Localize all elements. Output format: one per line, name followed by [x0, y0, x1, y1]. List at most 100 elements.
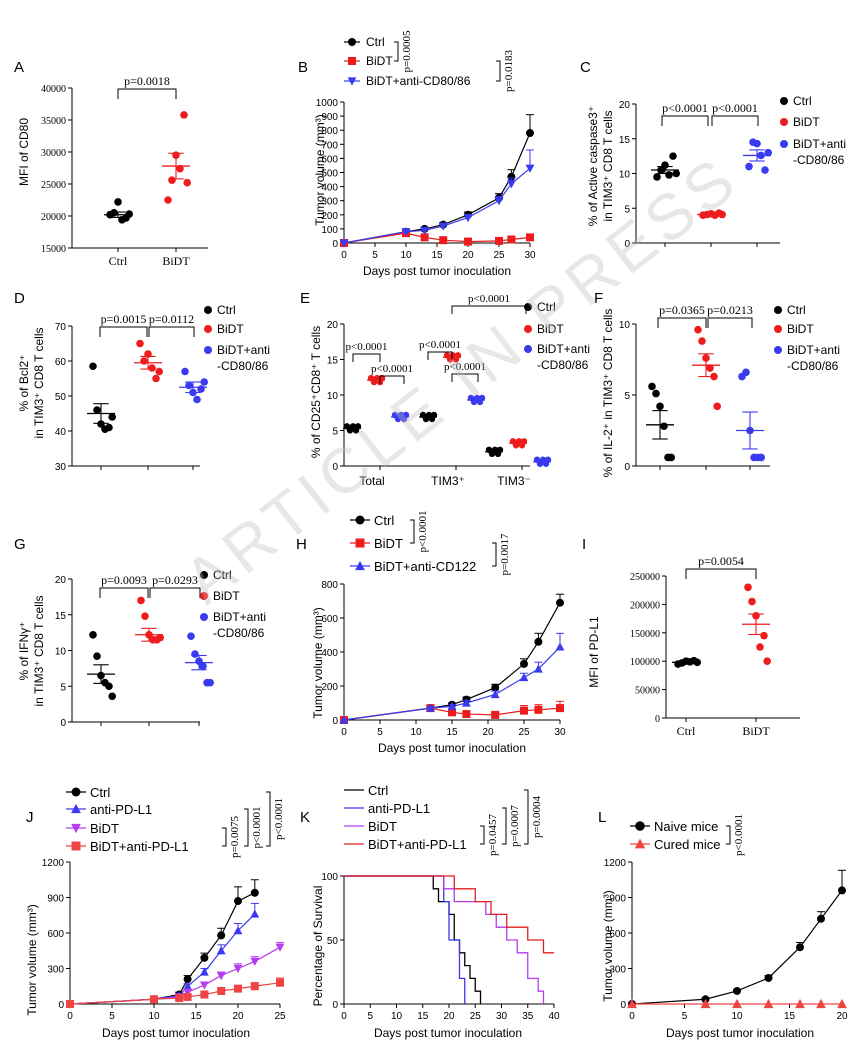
data-point: [420, 233, 429, 242]
significance-bracket: [266, 791, 271, 847]
data-point: [556, 704, 564, 713]
y-tick-label: 900: [321, 112, 338, 123]
legend-label: -CD80/86: [537, 358, 589, 372]
significance-bracket: [524, 789, 529, 845]
legend-label: BiDT+anti-PD-L1: [90, 839, 189, 854]
p-value-label: p=0.0365: [659, 303, 705, 317]
data-point: [137, 596, 145, 605]
y-axis-label: % of IL-2⁺ in TIM3⁺ CD8 T cells: [601, 309, 615, 478]
legend-marker: [348, 57, 356, 65]
significance-bracket: [394, 41, 399, 62]
data-point: [148, 364, 156, 372]
data-point: [491, 683, 500, 692]
significance-bracket: [726, 825, 731, 845]
legend-label: anti-PD-L1: [368, 801, 430, 816]
p-value-label: p=0.0293: [152, 573, 198, 587]
y-tick-label: 250000: [630, 572, 660, 583]
legend-label: BiDT: [217, 322, 244, 336]
y-tick-label: 10: [55, 647, 67, 658]
data-point: [700, 998, 711, 1009]
data-point: [250, 909, 260, 918]
legend-label: Ctrl: [793, 94, 812, 108]
x-tick-label: 5: [682, 1011, 688, 1022]
data-point: [155, 367, 163, 376]
survival-curve: [344, 875, 466, 1004]
data-point: [89, 630, 97, 639]
data-point: [187, 632, 195, 640]
data-point: [206, 678, 214, 687]
x-category-label: TIM3⁻: [497, 474, 531, 488]
data-point: [520, 659, 528, 668]
significance-bracket: [451, 373, 479, 382]
y-tick-label: 100: [321, 872, 338, 883]
y-tick-label: 0: [620, 1000, 626, 1011]
data-point: [462, 710, 471, 719]
data-point: [648, 382, 656, 391]
legend-label: -CD80/86: [793, 153, 845, 167]
series-line: [343, 167, 531, 244]
data-point: [534, 664, 543, 673]
data-point: [519, 672, 529, 682]
significance-bracket: [502, 807, 507, 845]
data-point: [233, 926, 243, 935]
y-axis-label: Tumor volume (mm³): [25, 904, 39, 1016]
y-tick-label: 0: [624, 239, 630, 250]
legend-label: Ctrl: [217, 303, 236, 317]
x-tick-label: 10: [731, 1011, 743, 1022]
legend-label: Ctrl: [90, 785, 110, 800]
p-value-label: p<0.0001: [346, 341, 388, 353]
p-value-label: p<0.0001: [419, 339, 461, 351]
significance-bracket: [148, 326, 195, 337]
y-axis-label: % of CD25⁺CD8⁺ T cells: [309, 326, 323, 458]
y-tick-label: 20: [55, 575, 67, 586]
y-tick-label: 40000: [41, 84, 66, 95]
data-point: [275, 943, 285, 952]
legend-marker: [204, 325, 212, 333]
data-point: [555, 642, 565, 651]
x-tick-label: 5: [377, 727, 383, 738]
x-tick-label: 35: [522, 1011, 534, 1022]
data-point: [339, 239, 349, 248]
x-category-label: Ctrl: [677, 724, 696, 738]
y-tick-label: 300: [321, 197, 338, 208]
panel-letter-L: L: [598, 809, 606, 826]
panel-letter-E: E: [300, 290, 310, 307]
y-axis-label: % of Active caspase3⁺: [586, 106, 600, 226]
data-point: [97, 420, 105, 428]
survival-curve: [344, 875, 554, 954]
data-point: [448, 708, 456, 717]
data-point: [761, 166, 769, 174]
legend-label: BiDT+anti: [537, 342, 590, 356]
data-point: [114, 198, 122, 206]
data-point: [660, 422, 668, 431]
y-tick-label: 60: [55, 357, 67, 368]
y-tick-label: 900: [609, 894, 626, 905]
legend-label: BiDT: [366, 54, 393, 68]
y-axis-label: MFI of CD80: [17, 118, 31, 186]
series-line: [69, 892, 256, 1005]
x-tick-label: 0: [341, 727, 347, 738]
y-axis-label: Percentage of Survival: [311, 886, 325, 1007]
data-point: [93, 406, 101, 414]
y-tick-label: 300: [47, 965, 64, 976]
x-tick-label: 0: [67, 1011, 73, 1022]
data-point: [89, 362, 97, 371]
data-point: [526, 233, 534, 242]
significance-bracket: [99, 326, 148, 337]
x-tick-label: 15: [446, 727, 458, 738]
y-axis-label: MFI of PD-L1: [587, 616, 601, 688]
p-value-label: p=0.0005: [401, 30, 413, 72]
legend-marker: [774, 306, 782, 314]
data-point: [656, 402, 664, 411]
data-point: [216, 946, 226, 955]
data-point: [837, 998, 847, 1009]
y-tick-label: 15000: [41, 244, 66, 255]
data-point: [748, 597, 756, 606]
data-point: [183, 981, 192, 990]
y-tick-label: 200: [321, 211, 338, 222]
significance-bracket: [149, 587, 201, 598]
data-point: [838, 886, 846, 895]
significance-bracket: [496, 60, 501, 82]
data-point: [420, 226, 429, 235]
legend-label: BiDT: [368, 819, 397, 834]
